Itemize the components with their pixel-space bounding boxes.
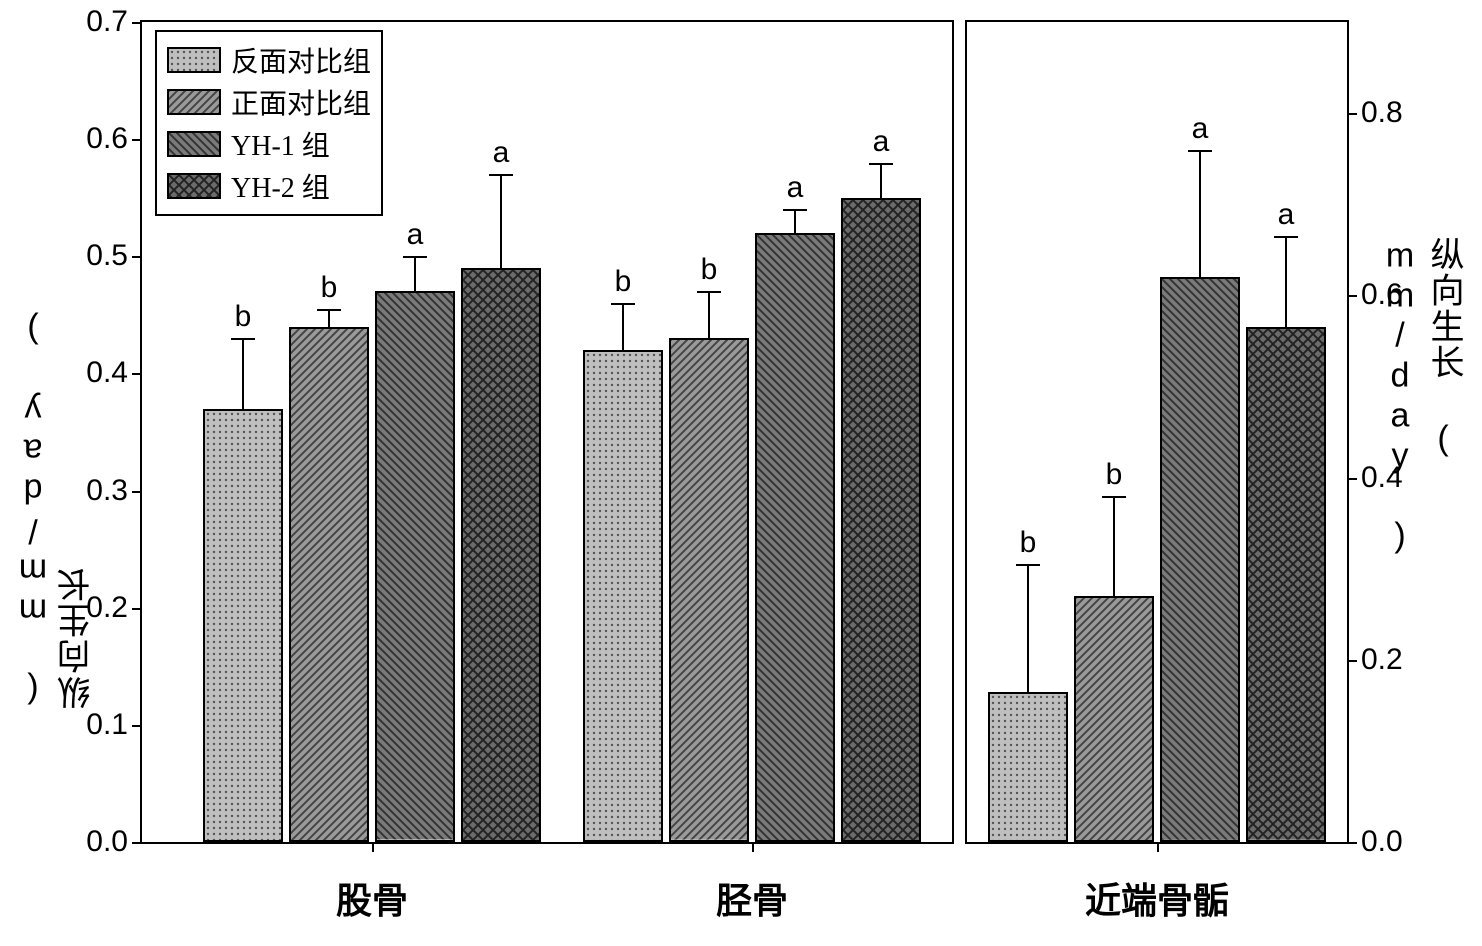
error-bar (1285, 236, 1287, 327)
error-bar (794, 209, 796, 232)
x-tick (372, 842, 374, 852)
y-tick-label: 0.2 (1361, 643, 1403, 677)
bar-yh2 (841, 198, 921, 842)
y-tick-label: 0.3 (86, 474, 128, 508)
y-tick (132, 256, 142, 258)
significance-label: a (787, 171, 804, 205)
significance-label: b (701, 253, 718, 287)
y-tick-label: 0.5 (86, 239, 128, 273)
error-cap (1102, 496, 1126, 498)
y-tick-label: 0.0 (1361, 825, 1403, 859)
legend: 反面对比组正面对比组YH-1 组YH-2 组 (155, 30, 383, 216)
legend-swatch (167, 47, 221, 73)
category-label: 近端骨骺 (1085, 872, 1229, 924)
significance-label: a (873, 125, 890, 159)
bar-yh2 (1246, 327, 1326, 842)
bar-yh2 (461, 268, 541, 842)
legend-swatch (167, 89, 221, 115)
y-tick (1347, 113, 1357, 115)
bar-pos_ctrl (289, 327, 369, 842)
error-cap (1016, 564, 1040, 566)
error-bar (880, 163, 882, 198)
y-tick (132, 139, 142, 141)
error-bar (1113, 496, 1115, 596)
y-tick (1347, 478, 1357, 480)
error-cap (869, 163, 893, 165)
error-cap (231, 338, 255, 340)
y-tick-label: 0.1 (86, 708, 128, 742)
significance-label: b (321, 271, 338, 305)
panel-right: 0.00.20.40.60.8近端骨骺bbaa (965, 20, 1349, 844)
significance-label: a (1278, 198, 1295, 232)
y-tick-label: 0.6 (1361, 278, 1403, 312)
error-cap (697, 291, 721, 293)
bar-pos_ctrl (669, 338, 749, 842)
y-tick (132, 842, 142, 844)
y-tick (132, 491, 142, 493)
error-cap (403, 256, 427, 258)
y-tick (1347, 295, 1357, 297)
significance-label: a (493, 136, 510, 170)
error-bar (414, 256, 416, 291)
legend-item-neg_ctrl: 反面对比组 (167, 40, 371, 80)
y-axis-label-left-unit: ( mm/day ) (14, 310, 52, 710)
x-tick (1157, 842, 1159, 852)
error-cap (783, 209, 807, 211)
bar-yh1 (375, 291, 455, 842)
y-tick (132, 725, 142, 727)
y-tick-label: 0.4 (1361, 461, 1403, 495)
bar-yh1 (1160, 277, 1240, 842)
significance-label: a (1192, 112, 1209, 146)
x-tick (752, 842, 754, 852)
legend-item-pos_ctrl: 正面对比组 (167, 82, 371, 122)
error-bar (1199, 150, 1201, 278)
error-cap (489, 174, 513, 176)
legend-label: YH-1 组 (231, 124, 330, 164)
error-bar (622, 303, 624, 350)
legend-label: 正面对比组 (231, 82, 371, 122)
y-axis-label-right-text: 纵向生长 (1425, 237, 1462, 381)
significance-label: b (615, 265, 632, 299)
legend-swatch (167, 173, 221, 199)
bar-yh1 (755, 233, 835, 842)
significance-label: b (1106, 458, 1123, 492)
y-tick-label: 0.4 (86, 356, 128, 390)
error-bar (1027, 564, 1029, 692)
bar-neg_ctrl (203, 409, 283, 842)
bar-neg_ctrl (583, 350, 663, 842)
y-tick-label: 0.6 (86, 122, 128, 156)
legend-label: YH-2 组 (231, 166, 330, 206)
category-label: 胫骨 (716, 872, 788, 924)
y-tick-label: 0.2 (86, 591, 128, 625)
legend-label: 反面对比组 (231, 40, 371, 80)
error-cap (1188, 150, 1212, 152)
y-axis-label-left-text: 纵向生长 (59, 566, 96, 710)
significance-label: b (235, 300, 252, 334)
legend-item-yh1: YH-1 组 (167, 124, 371, 164)
error-bar (242, 338, 244, 408)
y-tick-label: 0.7 (86, 5, 128, 39)
y-tick (1347, 842, 1357, 844)
y-tick-label: 0.0 (86, 825, 128, 859)
y-tick (132, 22, 142, 24)
bar-pos_ctrl (1074, 596, 1154, 842)
legend-swatch (167, 131, 221, 157)
significance-label: b (1020, 526, 1037, 560)
figure: ( mm/day ) 纵向生长 纵向生长 ( mm/day ) 0.00.10.… (0, 0, 1482, 946)
significance-label: a (407, 218, 424, 252)
error-bar (708, 291, 710, 338)
y-tick (132, 373, 142, 375)
y-tick-label: 0.8 (1361, 96, 1403, 130)
y-tick (1347, 660, 1357, 662)
error-cap (317, 309, 341, 311)
bar-neg_ctrl (988, 692, 1068, 842)
error-cap (1274, 236, 1298, 238)
error-cap (611, 303, 635, 305)
legend-item-yh2: YH-2 组 (167, 166, 371, 206)
category-label: 股骨 (336, 872, 408, 924)
error-bar (328, 309, 330, 327)
error-bar (500, 174, 502, 268)
y-tick (132, 608, 142, 610)
